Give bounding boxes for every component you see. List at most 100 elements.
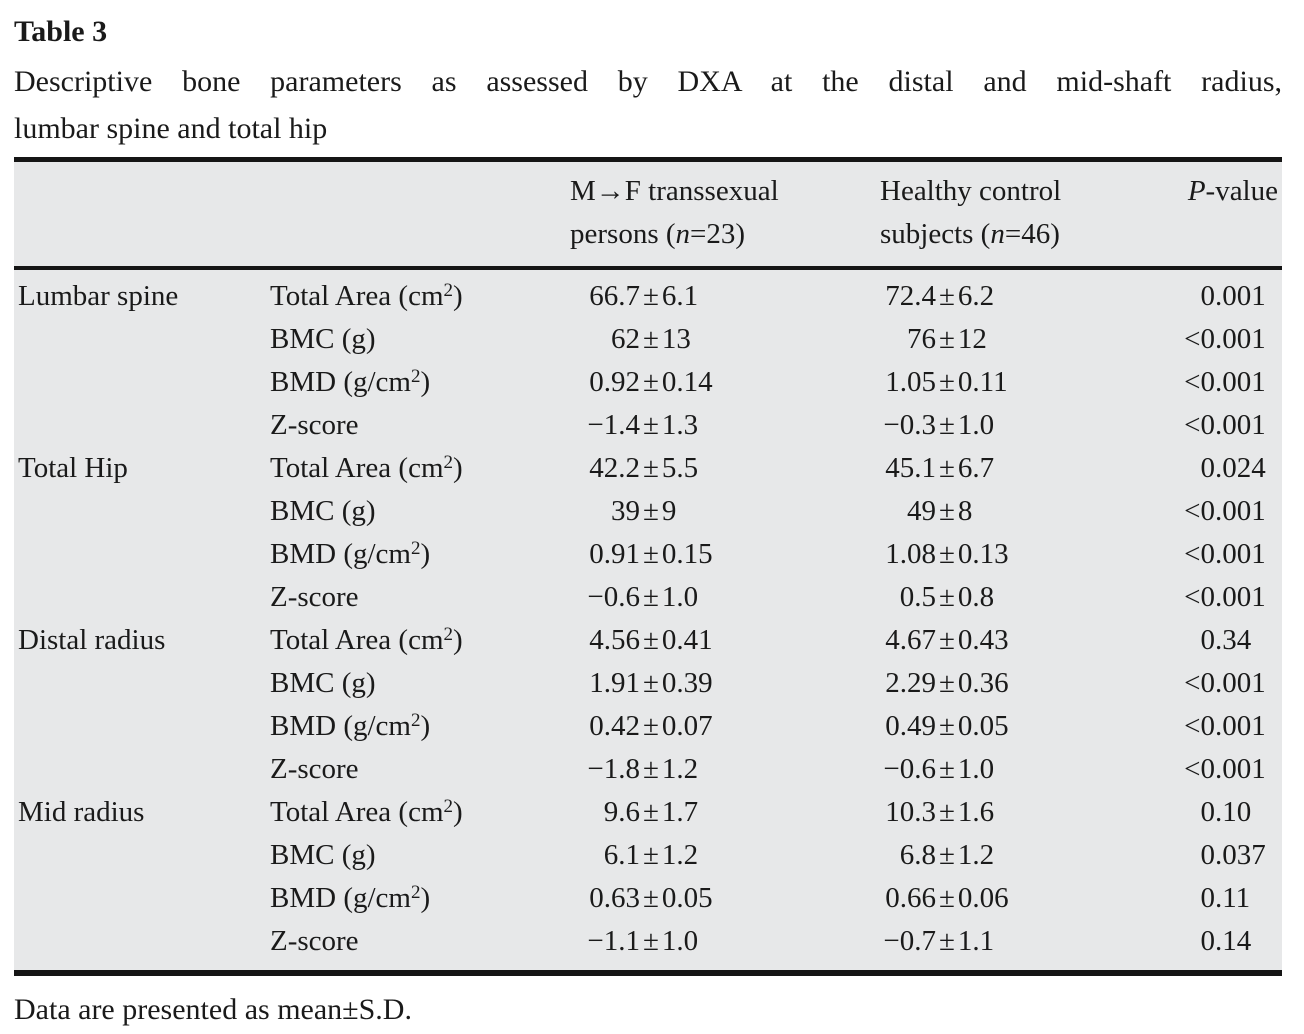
pvalue-int: 0 (1200, 624, 1216, 656)
sd-value: 0.41 (661, 624, 713, 656)
region-cell (14, 361, 270, 404)
pvalue-frac: .34 (1215, 624, 1252, 656)
parameter-cell: Total Area (cm2) (270, 791, 570, 834)
parameter-cell: BMD (g/cm2) (270, 361, 570, 404)
header-control-group: Healthy control subjects (n=46) (880, 170, 1160, 256)
control-value-cell: 2.29 ±0.36 (880, 662, 1160, 705)
parameter-label: BMD (g/cm (270, 538, 411, 570)
pvalue-frac: .001 (1215, 753, 1266, 785)
table-row: Z-score −1.4 ±1.3 −0.3 ±1.0 <0.001 (14, 404, 1282, 447)
mean-value: 4.56 (589, 624, 640, 656)
pvalue-cell: <0.001 (1160, 490, 1282, 533)
transsexual-value-cell: −1.1 ±1.0 (570, 920, 880, 963)
parameter-label: BMC (g) (270, 839, 376, 871)
mean-value: 0.49 (885, 710, 936, 742)
pvalue-frac: .001 (1215, 323, 1266, 355)
sd-value: 1.0 (661, 925, 699, 957)
table-row: BMD (g/cm2) 0.92 ±0.14 1.05 ±0.11 <0.001 (14, 361, 1282, 404)
mean-value: 42.2 (589, 452, 640, 484)
mean-value: −0.6 (587, 581, 640, 613)
mean-value: 0.63 (589, 882, 640, 914)
sd-value: 13 (661, 323, 691, 355)
pvalue-frac: .10 (1215, 796, 1252, 828)
mean-value: 0.91 (589, 538, 640, 570)
sd-value: 6.1 (661, 280, 699, 312)
pvalue-cell: 0.14 (1160, 920, 1282, 963)
plus-minus: ± (939, 753, 955, 785)
parameter-cell: BMC (g) (270, 318, 570, 361)
plus-minus: ± (643, 495, 659, 527)
plus-minus: ± (643, 280, 659, 312)
mean-value: 45.1 (885, 452, 936, 484)
control-value-cell: 1.08 ±0.13 (880, 533, 1160, 576)
sd-value: 0.8 (957, 581, 995, 613)
data-table: M→F transsexual persons (n=23) Healthy c… (14, 157, 1282, 976)
region-cell (14, 748, 270, 791)
pvalue-int: <0 (1184, 710, 1215, 742)
superscript: 2 (410, 366, 421, 387)
pvalue-cell: <0.001 (1160, 533, 1282, 576)
plus-minus: ± (643, 796, 659, 828)
plus-minus: ± (939, 882, 955, 914)
parameter-cell: BMC (g) (270, 662, 570, 705)
pvalue-int: 0 (1200, 839, 1216, 871)
mean-value: −1.1 (587, 925, 640, 957)
transsexual-value-cell: −0.6 ±1.0 (570, 576, 880, 619)
parameter-cell: BMD (g/cm2) (270, 533, 570, 576)
superscript: 2 (443, 452, 454, 473)
sd-value: 0.07 (661, 710, 713, 742)
sd-value: 1.1 (957, 925, 995, 957)
pvalue-cell: 0.11 (1160, 877, 1282, 920)
transsexual-value-cell: 0.91 ±0.15 (570, 533, 880, 576)
sd-value: 6.7 (957, 452, 995, 484)
sd-value: 0.15 (661, 538, 713, 570)
table-row: BMD (g/cm2) 0.63 ±0.05 0.66 ±0.06 0.11 (14, 877, 1282, 920)
transsexual-value-cell: 0.92 ±0.14 (570, 361, 880, 404)
control-value-cell: −0.7 ±1.1 (880, 920, 1160, 963)
transsexual-value-cell: 42.2 ±5.5 (570, 447, 880, 490)
region-cell (14, 576, 270, 619)
plus-minus: ± (939, 409, 955, 441)
transsexual-value-cell: −1.4 ±1.3 (570, 404, 880, 447)
plus-minus: ± (643, 624, 659, 656)
mean-value: 6.8 (899, 839, 936, 871)
mean-value: 0.66 (885, 882, 936, 914)
control-value-cell: 49 ±8 (880, 490, 1160, 533)
table-caption: Descriptive bone parameters as assessed … (14, 58, 1282, 152)
header-transsexual-line1: M→F transsexual (570, 175, 779, 207)
mean-value: −1.4 (587, 409, 640, 441)
pvalue-int: <0 (1184, 323, 1215, 355)
plus-minus: ± (939, 366, 955, 398)
transsexual-value-cell: 0.42 ±0.07 (570, 705, 880, 748)
mean-value: 72.4 (885, 280, 936, 312)
header-transsexual-group: M→F transsexual persons (n=23) (570, 170, 880, 256)
plus-minus: ± (939, 710, 955, 742)
mean-value: 9.6 (603, 796, 640, 828)
pvalue-cell: 0.34 (1160, 619, 1282, 662)
pvalue-int: 0 (1200, 882, 1216, 914)
mean-value: −0.3 (883, 409, 936, 441)
pvalue-frac: .001 (1215, 710, 1266, 742)
plus-minus: ± (939, 667, 955, 699)
caption-line-2: lumbar spine and total hip (14, 112, 328, 145)
superscript: 2 (410, 538, 421, 559)
table-row: BMC (g) 62 ±13 76 ±12 <0.001 (14, 318, 1282, 361)
table-row: Z-score −1.8 ±1.2 −0.6 ±1.0 <0.001 (14, 748, 1282, 791)
mean-value: 0.42 (589, 710, 640, 742)
control-value-cell: 76 ±12 (880, 318, 1160, 361)
control-value-cell: −0.6 ±1.0 (880, 748, 1160, 791)
parameter-cell: Total Area (cm2) (270, 275, 570, 318)
plus-minus: ± (643, 925, 659, 957)
plus-minus: ± (939, 495, 955, 527)
pvalue-frac: .024 (1215, 452, 1266, 484)
pvalue-cell: <0.001 (1160, 576, 1282, 619)
pvalue-frac: .001 (1215, 495, 1266, 527)
header-text: persons ( (570, 218, 676, 250)
superscript: 2 (443, 796, 454, 817)
plus-minus: ± (939, 925, 955, 957)
transsexual-value-cell: 66.7 ±6.1 (570, 275, 880, 318)
plus-minus: ± (643, 452, 659, 484)
header-transsexual-line2: persons (n=23) (570, 213, 880, 256)
parameter-label: BMC (g) (270, 667, 376, 699)
control-value-cell: 45.1 ±6.7 (880, 447, 1160, 490)
